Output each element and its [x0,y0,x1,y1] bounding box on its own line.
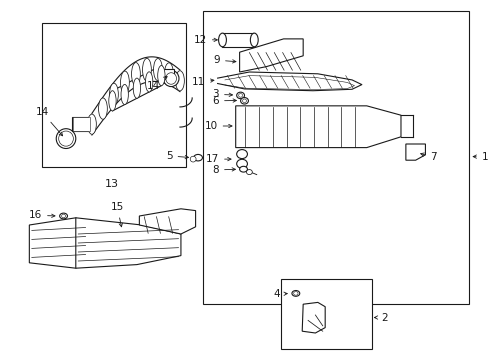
Ellipse shape [239,166,247,172]
Ellipse shape [120,71,129,94]
Ellipse shape [246,170,252,175]
Ellipse shape [121,85,128,104]
Text: 11: 11 [192,77,213,87]
Ellipse shape [163,71,179,87]
Ellipse shape [175,71,184,91]
Ellipse shape [108,91,116,111]
Text: 10: 10 [204,121,231,131]
Ellipse shape [59,131,73,146]
Text: 15: 15 [110,202,124,227]
Ellipse shape [98,98,107,119]
Ellipse shape [133,78,141,98]
Polygon shape [217,72,361,91]
Ellipse shape [60,213,67,219]
Bar [222,33,254,47]
Text: 4: 4 [272,289,286,299]
Text: 8: 8 [212,165,235,175]
Ellipse shape [153,59,162,81]
Text: 14: 14 [36,107,62,136]
Text: 2: 2 [374,312,387,323]
Bar [161,69,173,76]
Polygon shape [405,144,425,160]
Text: 12: 12 [193,35,217,45]
Ellipse shape [193,154,202,161]
Ellipse shape [109,83,118,105]
Ellipse shape [250,33,258,47]
Ellipse shape [190,156,196,162]
Polygon shape [235,106,400,148]
Ellipse shape [145,72,153,92]
Text: 6: 6 [212,96,236,106]
Ellipse shape [242,99,246,103]
Ellipse shape [236,150,247,158]
Text: 3: 3 [212,89,232,99]
Text: 14: 14 [146,77,167,91]
Ellipse shape [87,114,96,134]
Ellipse shape [165,73,176,84]
Polygon shape [76,218,181,268]
Ellipse shape [240,98,248,104]
Ellipse shape [157,66,164,86]
Ellipse shape [236,159,247,168]
Text: 1: 1 [472,152,488,162]
Text: 9: 9 [213,55,235,65]
Ellipse shape [291,291,299,296]
Text: 13: 13 [104,179,118,189]
Text: 17: 17 [205,154,230,164]
Polygon shape [139,209,195,234]
Ellipse shape [131,63,140,86]
Ellipse shape [236,92,244,99]
Ellipse shape [142,58,151,81]
Bar [41,23,185,167]
Polygon shape [302,302,325,333]
Bar [203,11,468,304]
Ellipse shape [218,33,226,47]
Bar [72,117,91,131]
Text: 7: 7 [420,152,436,162]
Ellipse shape [61,214,65,218]
Text: 16: 16 [29,210,55,220]
Polygon shape [29,218,88,268]
Bar [281,279,371,349]
Ellipse shape [164,63,173,84]
Text: 5: 5 [165,151,188,161]
Polygon shape [239,39,303,72]
Ellipse shape [56,129,76,148]
Ellipse shape [293,292,297,295]
Bar [73,117,90,131]
Ellipse shape [238,94,242,97]
